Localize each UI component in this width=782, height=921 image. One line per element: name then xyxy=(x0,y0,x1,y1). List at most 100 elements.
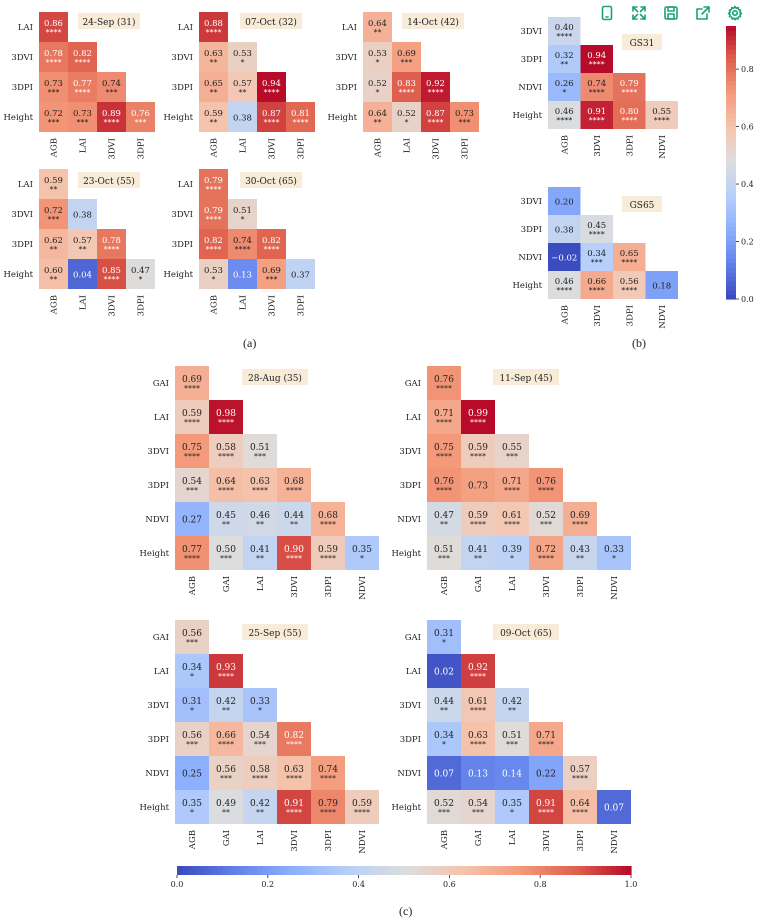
cell-value-label: 0.94 xyxy=(587,51,606,61)
row-label: Height xyxy=(140,803,170,813)
row-label: NDVI xyxy=(518,83,542,93)
heatmap-cell xyxy=(495,468,529,502)
cell-significance-label: *** xyxy=(254,740,266,749)
cell-value-label: 0.44 xyxy=(434,697,454,707)
heatmap-cell xyxy=(563,790,597,824)
colorbar-segment xyxy=(560,866,567,875)
cell-value-label: 0.35 xyxy=(352,545,372,555)
heatmap-cell xyxy=(580,271,613,299)
cell-significance-label: **** xyxy=(470,672,486,681)
chart-title-box xyxy=(242,624,308,640)
expand-icon xyxy=(632,6,646,20)
tablet-button[interactable] xyxy=(591,0,623,26)
colorbar-segment xyxy=(726,39,736,45)
heatmap-cell xyxy=(209,688,243,722)
cell-significance-label: **** xyxy=(293,118,309,127)
colorbar-segment xyxy=(242,866,249,875)
share-button[interactable] xyxy=(687,0,719,26)
column-label: LAI xyxy=(239,295,249,310)
colorbar-segment xyxy=(227,866,234,875)
cell-significance-label: **** xyxy=(320,520,336,529)
heatmap-a1: 0.86****0.78****0.82****0.73***0.77****0… xyxy=(4,12,155,160)
cell-significance-label: ** xyxy=(256,554,264,563)
colorbar-segment xyxy=(726,289,736,296)
colorbar-tick-label: 0.6 xyxy=(443,880,456,889)
heatmap-cell xyxy=(495,502,529,536)
row-label: LAI xyxy=(342,23,357,33)
colorbar-segment xyxy=(277,866,284,875)
heatmap-cell xyxy=(529,790,563,824)
row-label: Height xyxy=(392,803,422,813)
colorbar-segment xyxy=(726,80,736,86)
colorbar-segment xyxy=(333,866,340,875)
cell-value-label: 0.87 xyxy=(262,109,281,119)
heatmap-cell xyxy=(613,271,646,299)
settings-button[interactable] xyxy=(719,0,751,26)
chart-title: 28-Aug (35) xyxy=(248,373,302,384)
cell-significance-label: ** xyxy=(256,808,264,817)
colorbar-segment xyxy=(726,167,736,173)
heatmap-cell xyxy=(199,102,228,132)
cell-significance-label: ** xyxy=(290,520,298,529)
row-label: 3DPI xyxy=(521,55,542,65)
cell-value-label: 0.37 xyxy=(291,271,310,281)
cell-significance-label: ** xyxy=(560,60,568,69)
colorbar-segment xyxy=(726,30,736,36)
heatmap-cell xyxy=(461,790,495,824)
heatmap-cell xyxy=(97,259,126,289)
cell-value-label: 0.74 xyxy=(587,79,606,89)
column-label: AGB xyxy=(210,295,220,315)
cell-significance-label: **** xyxy=(589,286,605,295)
expand-button[interactable] xyxy=(623,0,655,26)
cell-significance-label: * xyxy=(241,58,245,67)
cell-value-label: 0.91 xyxy=(587,107,606,117)
cell-value-label: 0.47 xyxy=(434,511,454,521)
column-label: AGB xyxy=(374,138,384,158)
chart-title-box xyxy=(622,196,662,212)
cell-significance-label: * xyxy=(190,672,194,681)
cell-significance-label: ** xyxy=(222,706,230,715)
heatmap-cell xyxy=(427,434,461,468)
heatmap-cell xyxy=(175,756,209,790)
heatmap-cell xyxy=(495,536,529,570)
cell-significance-label: **** xyxy=(286,740,302,749)
cell-value-label: 0.75 xyxy=(434,443,454,453)
cell-value-label: 0.79 xyxy=(620,79,639,89)
colorbar-segment xyxy=(383,866,390,875)
cell-significance-label: **** xyxy=(470,418,486,427)
colorbar-segment xyxy=(398,866,405,875)
cell-significance-label: *** xyxy=(401,58,413,67)
cell-value-label: 0.71 xyxy=(502,477,522,487)
heatmap-cell xyxy=(175,722,209,756)
cell-value-label: 0.76 xyxy=(434,375,454,385)
cell-value-label: 0.31 xyxy=(182,697,202,707)
heatmap-cell xyxy=(228,229,257,259)
row-label: LAI xyxy=(406,413,421,423)
heatmap-cell xyxy=(311,756,345,790)
colorbar-segment xyxy=(348,866,355,875)
heatmap-cell xyxy=(209,434,243,468)
heatmap-cell xyxy=(209,400,243,434)
cell-significance-label: **** xyxy=(184,384,200,393)
colorbar-segment xyxy=(449,866,456,875)
heatmap-cell xyxy=(175,688,209,722)
colorbar-tick-label: 0.8 xyxy=(534,880,547,889)
cell-value-label: 0.99 xyxy=(468,409,488,419)
column-label: AGB xyxy=(440,830,450,850)
cell-significance-label: * xyxy=(405,118,409,127)
cell-significance-label: **** xyxy=(218,486,234,495)
colorbar-segment xyxy=(378,866,385,875)
chart-title-box xyxy=(240,172,302,188)
column-label: NDVI xyxy=(658,135,668,159)
heatmap-cell xyxy=(243,434,277,468)
cell-value-label: 0.53 xyxy=(368,49,387,59)
cell-significance-label: *** xyxy=(48,118,60,127)
heatmap-cell xyxy=(461,400,495,434)
heatmap-cell xyxy=(645,101,678,129)
colorbar-segment xyxy=(222,866,229,875)
row-label: Height xyxy=(513,111,543,121)
cell-significance-label: ** xyxy=(440,520,448,529)
heatmap-cell xyxy=(563,536,597,570)
cell-value-label: 0.50 xyxy=(216,545,236,555)
save-button[interactable] xyxy=(655,0,687,26)
